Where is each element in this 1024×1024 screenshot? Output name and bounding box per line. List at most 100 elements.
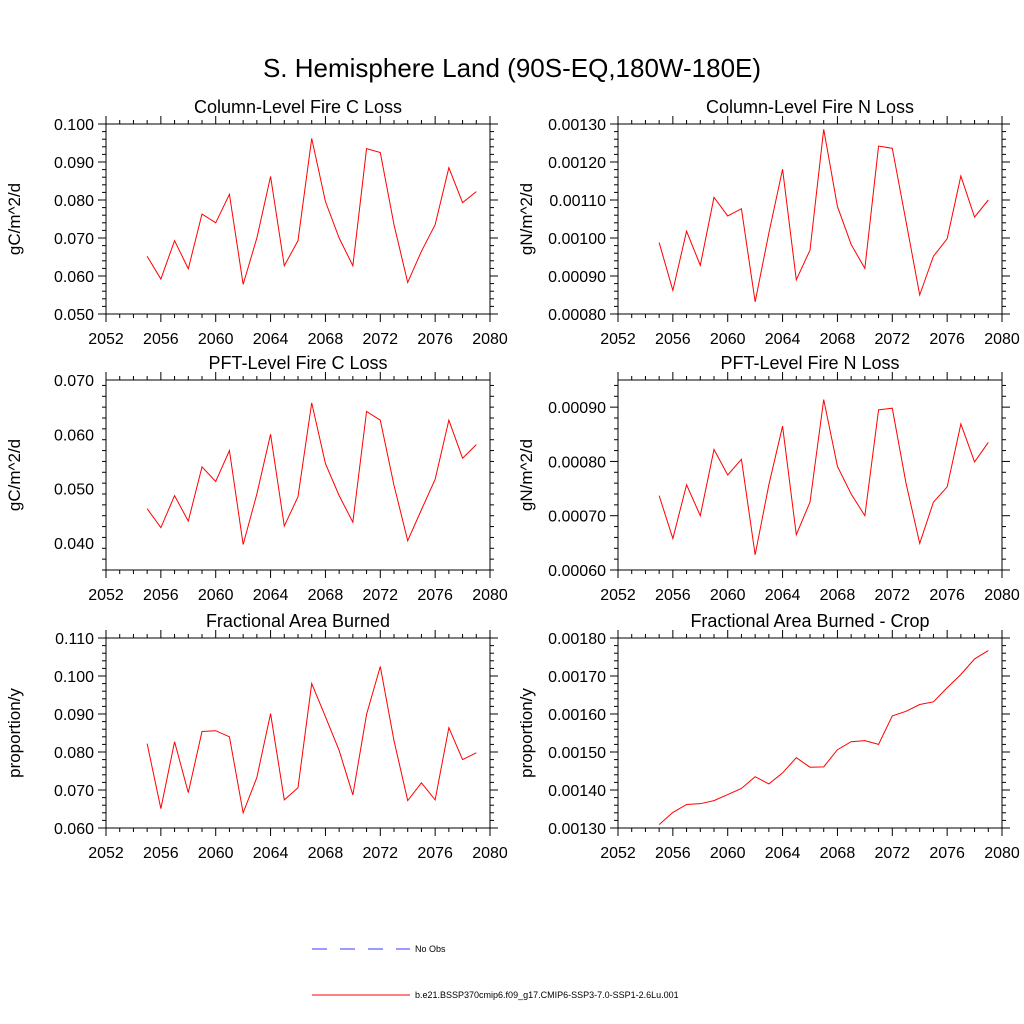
panel-pft-level-fire-n-loss-xtick-label: 2068 — [820, 587, 856, 604]
panel-fractional-area-burned-ytick-label: 0.070 — [54, 783, 94, 800]
panel-fractional-area-burned-frame — [105, 637, 491, 829]
panel-pft-level-fire-n-loss-xtick-label: 2052 — [600, 587, 636, 604]
panel-fractional-area-burned-xtick-label: 2068 — [308, 845, 344, 862]
panel-fractional-area-burned-xtick-label: 2060 — [198, 845, 234, 862]
panel-column-level-fire-c-loss-xtick-label: 2056 — [143, 331, 179, 348]
panel-column-level-fire-c-loss-ytick-label: 0.080 — [54, 193, 94, 210]
panel-fractional-area-burned-crop-xtick-label: 2060 — [710, 845, 746, 862]
panel-pft-level-fire-c-loss-xtick-label: 2060 — [198, 587, 234, 604]
panel-pft-level-fire-c-loss-ytick-label: 0.050 — [54, 482, 94, 499]
panel-column-level-fire-n-loss-ytick-label: 0.00130 — [548, 117, 606, 134]
panel-pft-level-fire-n-loss: 0.00060 0.00070 0.00080 0.00090 2052 2056 2060… — [517, 353, 1020, 604]
figure-title: S. Hemisphere Land (90S-EQ,180W-180E) — [263, 53, 761, 83]
panel-fractional-area-burned-xtick-label: 2064 — [253, 845, 289, 862]
panel-column-level-fire-n-loss-xtick-label: 2056 — [655, 331, 691, 348]
panel-fractional-area-burned-crop-title: Fractional Area Burned - Crop — [690, 611, 929, 631]
panel-fractional-area-burned-ytick-label: 0.060 — [54, 821, 94, 838]
panel-pft-level-fire-n-loss-xtick-label: 2080 — [984, 587, 1020, 604]
panel-column-level-fire-c-loss-xtick-label: 2072 — [362, 331, 398, 348]
panel-fractional-area-burned-crop-ytick-label: 0.00150 — [548, 745, 606, 762]
panel-fractional-area-burned-crop-ytick-label: 0.00130 — [548, 821, 606, 838]
panel-pft-level-fire-c-loss-ytick-label: 0.060 — [54, 427, 94, 444]
panel-fractional-area-burned-ytick-label: 0.100 — [54, 669, 94, 686]
panel-fractional-area-burned-ytick-label: 0.080 — [54, 745, 94, 762]
panel-pft-level-fire-n-loss-ytick-label: 0.00070 — [548, 509, 606, 526]
panel-column-level-fire-c-loss-xtick-label: 2064 — [253, 331, 289, 348]
panel-pft-level-fire-c-loss-ytick-label: 0.040 — [54, 536, 94, 553]
panel-fractional-area-burned-xtick-label: 2056 — [143, 845, 179, 862]
panel-column-level-fire-c-loss-series-line — [146, 138, 477, 285]
panels: 0.050 0.060 0.070 0.080 0.090 0.100 2052 2056 20… — [5, 97, 1020, 862]
panel-column-level-fire-c-loss-ytick-label: 0.050 — [54, 307, 94, 324]
panel-column-level-fire-n-loss-ytick-label: 0.00110 — [549, 193, 606, 210]
panel-column-level-fire-n-loss-ytick-label: 0.00120 — [548, 155, 606, 172]
panel-fractional-area-burned-ylabel: proportion/y — [5, 688, 24, 778]
panel-column-level-fire-n-loss-xtick-label: 2076 — [929, 331, 965, 348]
panel-column-level-fire-n-loss-ytick-label: 0.00090 — [548, 269, 606, 286]
panel-fractional-area-burned-xtick-label: 2080 — [472, 845, 508, 862]
panel-column-level-fire-n-loss-xtick-label: 2052 — [600, 331, 636, 348]
panel-pft-level-fire-c-loss-ytick-label: 0.070 — [54, 373, 94, 390]
panel-fractional-area-burned-crop-series-line — [658, 650, 989, 825]
panel-pft-level-fire-c-loss-xtick-label: 2068 — [308, 587, 344, 604]
panel-fractional-area-burned-ytick-label: 0.110 — [55, 631, 94, 648]
panel-fractional-area-burned-ytick-label: 0.090 — [54, 707, 94, 724]
panel-fractional-area-burned: 0.060 0.070 0.080 0.090 0.100 0.110 2052 2056 20… — [5, 611, 508, 862]
panel-pft-level-fire-n-loss-series-line — [658, 399, 989, 555]
panel-pft-level-fire-c-loss-xtick-label: 2080 — [472, 587, 508, 604]
panel-fractional-area-burned-crop-xtick-label: 2068 — [820, 845, 856, 862]
panel-pft-level-fire-c-loss-xtick-label: 2072 — [362, 587, 398, 604]
legend-label-no-obs: No Obs — [415, 944, 446, 954]
panel-fractional-area-burned-crop-xtick-label: 2080 — [984, 845, 1020, 862]
panel-fractional-area-burned-crop-ytick-label: 0.00170 — [548, 669, 606, 686]
panel-pft-level-fire-c-loss-ylabel: gC/m^2/d — [5, 439, 24, 511]
panel-fractional-area-burned-series-line — [146, 666, 477, 815]
legend: No Obs b.e21.BSSP370cmip6.f09_g17.CMIP6-… — [312, 944, 679, 1000]
panel-pft-level-fire-n-loss-xtick-label: 2072 — [874, 587, 910, 604]
panel-fractional-area-burned-crop-xtick-label: 2072 — [874, 845, 910, 862]
panel-fractional-area-burned-crop-ytick-label: 0.00180 — [548, 631, 606, 648]
panel-pft-level-fire-c-loss-xtick-label: 2064 — [253, 587, 289, 604]
panel-pft-level-fire-c-loss-xtick-label: 2056 — [143, 587, 179, 604]
panel-pft-level-fire-c-loss-xtick-label: 2052 — [88, 587, 124, 604]
panel-column-level-fire-n-loss-xtick-label: 2068 — [820, 331, 856, 348]
panel-column-level-fire-c-loss-xtick-label: 2080 — [472, 331, 508, 348]
panel-column-level-fire-c-loss-ytick-label: 0.090 — [54, 155, 94, 172]
panel-pft-level-fire-c-loss-frame — [105, 379, 491, 571]
panel-column-level-fire-n-loss-ytick-label: 0.00100 — [548, 231, 606, 248]
panel-pft-level-fire-c-loss-title: PFT-Level Fire C Loss — [208, 353, 387, 373]
panel-column-level-fire-n-loss-series-line — [658, 129, 989, 302]
panel-fractional-area-burned-xtick-label: 2076 — [417, 845, 453, 862]
panel-column-level-fire-n-loss-ylabel: gN/m^2/d — [517, 183, 536, 255]
panel-column-level-fire-c-loss-xtick-label: 2076 — [417, 331, 453, 348]
panel-column-level-fire-n-loss-xtick-label: 2060 — [710, 331, 746, 348]
panel-pft-level-fire-n-loss-ylabel: gN/m^2/d — [517, 439, 536, 511]
panel-fractional-area-burned-crop-ytick-label: 0.00160 — [548, 707, 606, 724]
panel-column-level-fire-c-loss-ytick-label: 0.060 — [54, 269, 94, 286]
panel-pft-level-fire-c-loss: 0.040 0.050 0.060 0.070 2052 2056 2060 2064 2068… — [5, 353, 508, 604]
panel-pft-level-fire-c-loss-series-line — [146, 402, 477, 545]
panel-column-level-fire-c-loss-ytick-label: 0.070 — [54, 231, 94, 248]
panel-fractional-area-burned-title: Fractional Area Burned — [206, 611, 390, 631]
panel-pft-level-fire-n-loss-ytick-label: 0.00080 — [548, 454, 606, 471]
panel-column-level-fire-n-loss: 0.00080 0.00090 0.00100 0.00110 0.00120 0.001… — [517, 97, 1020, 348]
panel-pft-level-fire-n-loss-xtick-label: 2060 — [710, 587, 746, 604]
panel-fractional-area-burned-crop-xtick-label: 2064 — [765, 845, 801, 862]
panel-column-level-fire-c-loss-xtick-label: 2068 — [308, 331, 344, 348]
panel-fractional-area-burned-crop-ylabel: proportion/y — [517, 688, 536, 778]
panel-column-level-fire-n-loss-frame — [617, 123, 1003, 315]
panel-column-level-fire-c-loss-title: Column-Level Fire C Loss — [194, 97, 402, 117]
panel-fractional-area-burned-xtick-label: 2052 — [88, 845, 124, 862]
panel-column-level-fire-n-loss-xtick-label: 2064 — [765, 331, 801, 348]
panel-column-level-fire-c-loss-ylabel: gC/m^2/d — [5, 183, 24, 255]
panel-column-level-fire-n-loss-ytick-label: 0.00080 — [548, 307, 606, 324]
panel-pft-level-fire-n-loss-frame — [617, 379, 1003, 571]
panel-fractional-area-burned-crop-xtick-label: 2052 — [600, 845, 636, 862]
panel-fractional-area-burned-xtick-label: 2072 — [362, 845, 398, 862]
panel-pft-level-fire-n-loss-ytick-label: 0.00090 — [548, 400, 606, 417]
panel-column-level-fire-n-loss-xtick-label: 2072 — [874, 331, 910, 348]
panel-column-level-fire-c-loss: 0.050 0.060 0.070 0.080 0.090 0.100 2052 2056 20… — [5, 97, 508, 348]
panel-column-level-fire-n-loss-title: Column-Level Fire N Loss — [706, 97, 914, 117]
panel-fractional-area-burned-crop-frame — [617, 637, 1003, 829]
